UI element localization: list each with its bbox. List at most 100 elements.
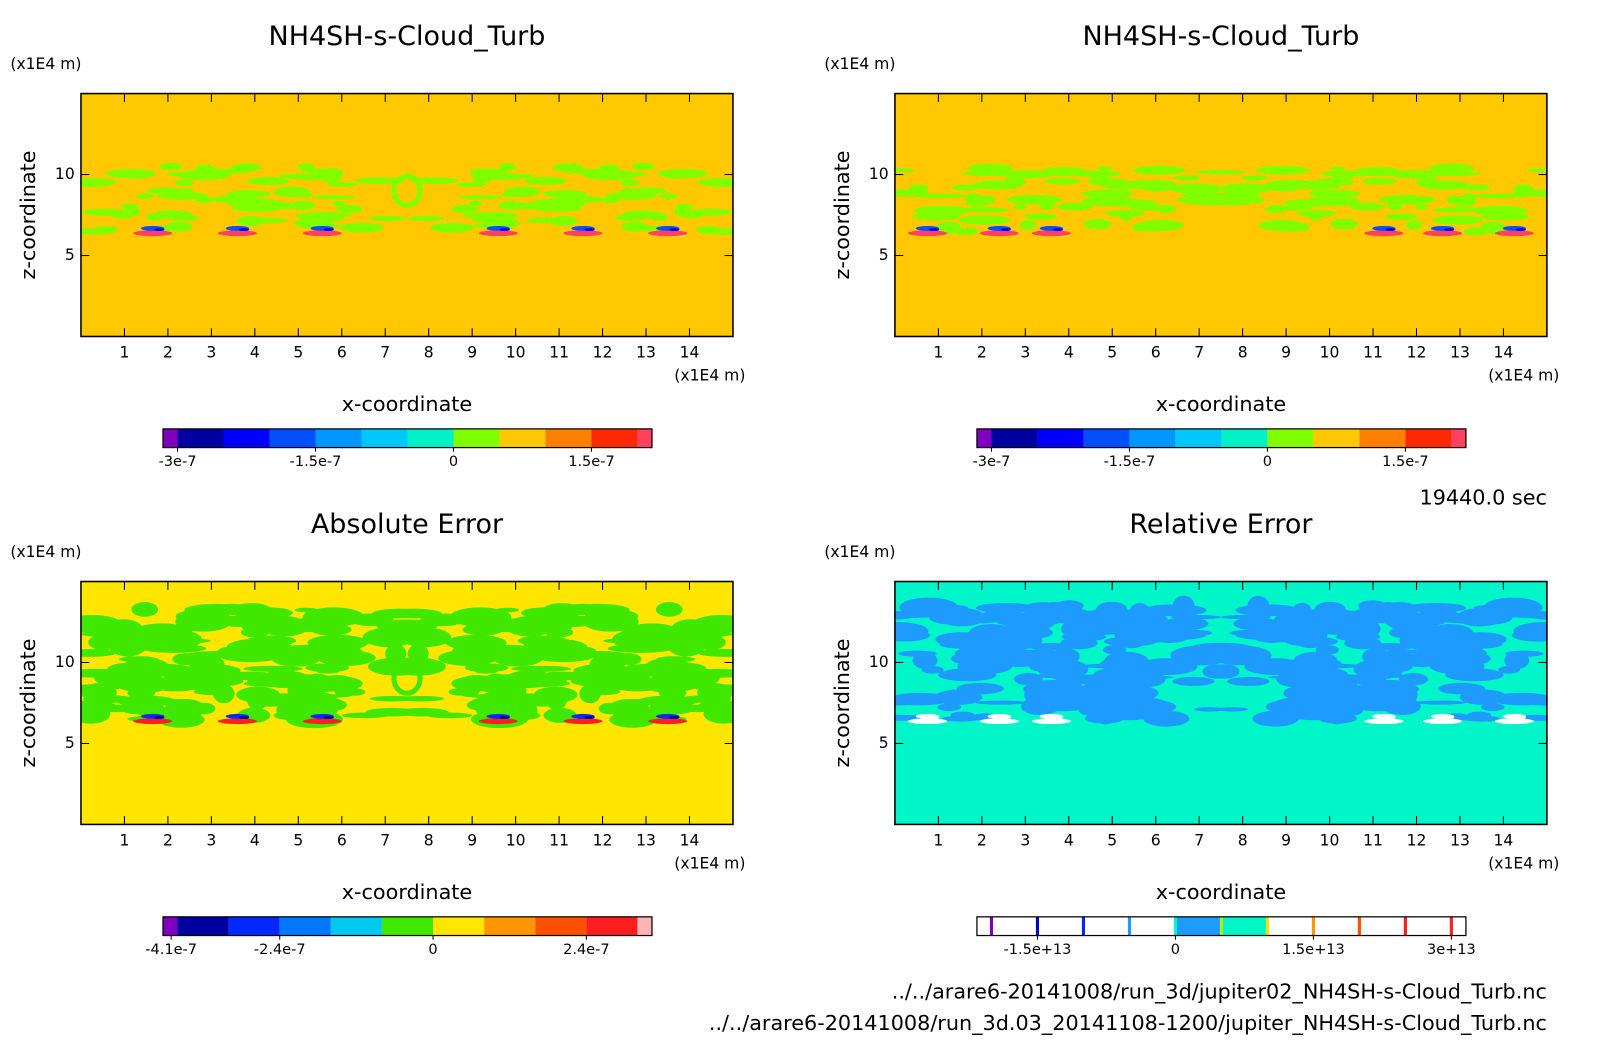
field-feature <box>1446 195 1466 205</box>
field-feature <box>573 665 601 676</box>
x-tick-label: 6 <box>337 344 347 362</box>
y-tick-label: 5 <box>65 246 75 264</box>
field-feature <box>1220 614 1272 620</box>
field-feature <box>1041 168 1086 176</box>
field-feature <box>490 618 551 628</box>
field-feature <box>409 177 460 184</box>
field-feature <box>297 163 315 171</box>
field-feature <box>1004 614 1031 635</box>
field-feature <box>543 707 577 723</box>
field-feature <box>297 191 312 198</box>
colorbar-segment <box>1359 916 1406 936</box>
field-feature <box>1052 228 1064 232</box>
field-feature <box>154 228 165 232</box>
y-tick-label: 5 <box>879 734 889 752</box>
colorbar-segment <box>1405 916 1452 936</box>
x-tick-label: 1 <box>119 832 129 850</box>
colorbar-tick-label: -3e-7 <box>159 454 197 470</box>
x-tick-label: 5 <box>293 344 303 362</box>
field-feature <box>451 204 479 213</box>
field-feature <box>453 658 488 665</box>
x-unit: (x1E4 m) <box>674 366 745 384</box>
field-feature <box>683 635 707 642</box>
field-feature <box>279 650 300 658</box>
field-feature <box>648 718 688 725</box>
x-tick-label: 3 <box>206 832 216 850</box>
field-feature <box>1105 199 1158 207</box>
field-feature <box>1028 658 1050 672</box>
field-feature <box>1494 718 1534 725</box>
y-tick-label: 5 <box>65 734 75 752</box>
colorbar-segment <box>1037 916 1084 936</box>
field-feature <box>1344 637 1382 650</box>
field-feature <box>341 712 388 719</box>
colorbar-segment <box>315 428 362 448</box>
file-path: ../../arare6-20141008/run_3d.03_20141108… <box>709 1011 1547 1036</box>
colorbar-segment <box>1313 916 1360 936</box>
field-feature <box>952 227 979 236</box>
field-feature <box>1416 645 1448 666</box>
field-feature <box>1494 230 1534 237</box>
field-feature <box>1136 658 1198 676</box>
field-feature <box>1023 213 1057 220</box>
field-feature <box>1347 693 1377 709</box>
field-feature <box>399 627 452 648</box>
x-tick-label: 2 <box>163 832 173 850</box>
field-background <box>894 93 1547 337</box>
field-feature <box>175 670 226 691</box>
field-feature <box>489 674 546 680</box>
field-feature <box>936 221 961 231</box>
field-feature <box>1174 175 1201 181</box>
colorbar-segment <box>177 916 229 936</box>
field-feature <box>1217 707 1248 712</box>
field <box>80 93 733 337</box>
field-feature <box>1054 600 1084 612</box>
field-feature <box>1423 718 1463 725</box>
field-feature <box>574 651 627 659</box>
field-feature <box>617 698 652 704</box>
field-feature <box>1481 212 1530 221</box>
y-axis-label: z-coordinate <box>16 638 40 767</box>
field-feature <box>1054 668 1080 685</box>
colorbar-segment <box>1083 916 1130 936</box>
x-tick-label: 2 <box>163 344 173 362</box>
field-feature <box>194 702 216 715</box>
field-feature <box>136 193 155 199</box>
field-feature <box>552 195 605 203</box>
field-feature <box>960 171 1019 177</box>
x-tick-label: 4 <box>1064 344 1074 362</box>
colorbar-tick-label: -1.5e-7 <box>1104 454 1156 470</box>
field-feature <box>80 684 112 696</box>
field-feature <box>474 669 498 674</box>
y-unit: (x1E4 m) <box>10 543 81 561</box>
field-feature <box>564 603 602 615</box>
colorbar-segment <box>591 428 638 448</box>
x-tick-label: 7 <box>380 344 390 362</box>
x-tick-label: 13 <box>1450 344 1470 362</box>
colorbar-segment <box>499 428 546 448</box>
field-feature <box>1387 199 1403 211</box>
field-feature <box>335 204 363 213</box>
field-feature <box>675 203 693 210</box>
field-feature <box>957 184 981 191</box>
field-feature <box>499 228 510 232</box>
x-tick-label: 1 <box>119 344 129 362</box>
field-feature <box>526 217 565 224</box>
colorbar-tick-label: -4.1e-7 <box>145 942 197 958</box>
colorbar-segment <box>1129 916 1176 936</box>
field-feature <box>1415 203 1429 210</box>
colorbar-tick-label: -3e-7 <box>973 454 1011 470</box>
chart-title: NH4SH-s-Cloud_Turb <box>1082 21 1359 52</box>
field-feature <box>1256 165 1310 175</box>
field-feature <box>1515 716 1527 720</box>
y-unit: (x1E4 m) <box>824 55 895 73</box>
field-feature <box>175 179 194 187</box>
field-feature <box>1480 221 1506 231</box>
field-feature <box>620 179 639 187</box>
field-feature <box>1296 210 1337 217</box>
field-feature <box>1258 623 1317 640</box>
field-feature <box>496 607 520 613</box>
field-feature <box>896 612 935 618</box>
field-feature <box>1061 620 1084 637</box>
colorbar-segment <box>407 428 454 448</box>
